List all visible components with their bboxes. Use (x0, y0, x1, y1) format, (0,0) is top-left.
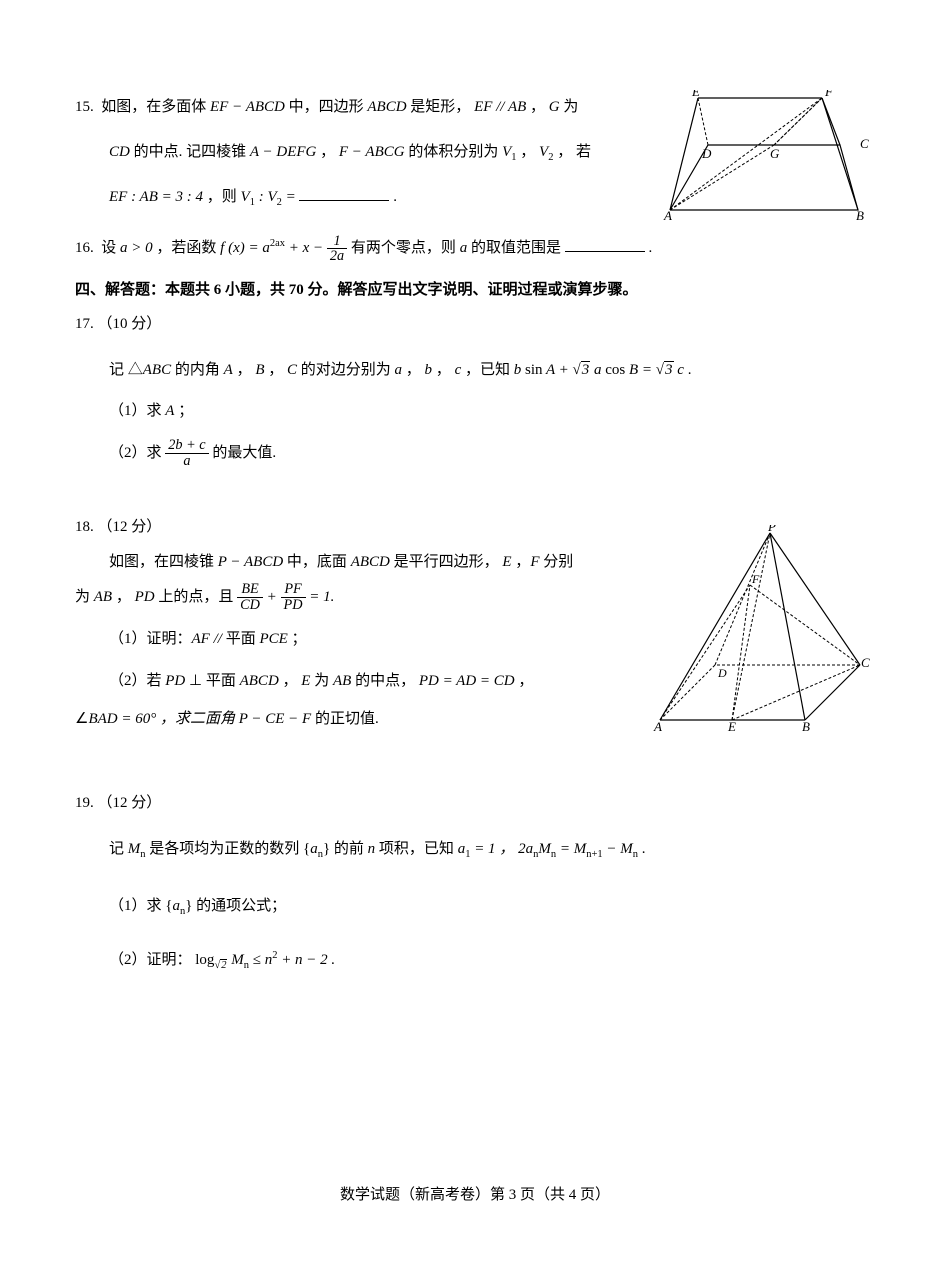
q15-pyr1: A − DEFG (250, 144, 317, 160)
q18-pts: （12 分） (98, 519, 162, 535)
svg-text:G: G (770, 146, 780, 161)
q15-blank (299, 186, 389, 201)
q15-comma: ， (520, 144, 535, 160)
q15-pyr2: F − ABCG (339, 144, 405, 160)
q15-poly2: ABCD (367, 99, 406, 115)
q15-ratio: EF : AB = 3 : 4 (109, 189, 203, 205)
q15-v1: V1 (502, 144, 516, 160)
q19-p1: （1）求 {an} 的通项公式； (75, 888, 870, 924)
svg-text:D: D (701, 146, 712, 161)
q19-pts: （12 分） (98, 795, 162, 811)
q15-l3a: ，则 (207, 189, 241, 205)
q15-figure: E F D G C A B (660, 90, 870, 228)
q15-number: 15. (75, 99, 94, 115)
q19-l1: 记 Mn 是各项均为正数的数列 {an} 的前 n 项积，已知 a1 = 1 ，… (75, 833, 870, 866)
q17-equation: b sin A + √3 a cos B = √3 c (514, 362, 688, 378)
q15-t4: 为 (563, 99, 578, 115)
q16-blank (565, 237, 645, 252)
svg-text:A: A (663, 208, 672, 220)
q15-t3: 是矩形， (410, 99, 470, 115)
svg-text:B: B (856, 208, 864, 220)
q17-frac: 2b + ca (165, 438, 208, 468)
q17-l1a: 记 △ (109, 362, 143, 378)
q15-l2a: 的中点. 记四棱锥 (134, 144, 247, 160)
q16-t1: 设 (101, 240, 120, 256)
q16-t2: ，若函数 (156, 240, 220, 256)
q15-poly1: EF − ABCD (210, 99, 285, 115)
section-4-header: 四、解答题：本题共 6 小题，共 70 分。解答应写出文字说明、证明过程或演算步… (75, 278, 870, 302)
q16-period: . (648, 240, 652, 256)
q16-frac: 12a (327, 234, 347, 264)
q19-log: log√2 Mn ≤ n2 + n − 2 . (195, 952, 335, 968)
svg-text:E: E (691, 90, 700, 99)
q16-t3: 有两个零点，则 (351, 240, 460, 256)
q17-part1: （1）求 A ； (75, 393, 870, 429)
question-17: 17. （10 分） 记 △ABC 的内角 A ， B ， C 的对边分别为 a… (75, 312, 870, 471)
q15-efab: EF // AB (474, 99, 526, 115)
q18-p1: （1）证明：AF // 平面 PCE ； (75, 621, 635, 657)
question-19: 19. （12 分） 记 Mn 是各项均为正数的数列 {an} 的前 n 项积，… (75, 791, 870, 978)
q18-l3: ∠BAD = 60° ，求二面角 P − CE − F 的正切值. (75, 701, 635, 737)
question-16: 16. 设 a > 0 ，若函数 f (x) = a2ax + x − 12a … (75, 234, 870, 264)
svg-text:D: D (717, 666, 727, 680)
q18-figure: P F D C A E B (650, 525, 870, 741)
q15-comma1: ， (530, 99, 545, 115)
q15-cd: CD (109, 144, 130, 160)
svg-text:B: B (802, 719, 810, 733)
svg-text:F: F (751, 572, 760, 586)
q15-l2c: 的体积分别为 (408, 144, 498, 160)
svg-text:C: C (861, 655, 870, 670)
q17-l1c: 的对边分别为 (301, 362, 395, 378)
q18-l1: 如图，在四棱锥 P − ABCD 中，底面 ABCD 是平行四边形， E ，F … (75, 547, 635, 577)
svg-text:C: C (860, 136, 869, 151)
q15-t2: 中，四边形 (289, 99, 364, 115)
q15-t1: 如图，在多面体 (101, 99, 206, 115)
q17-pts: （10 分） (98, 316, 162, 332)
svg-text:P: P (767, 525, 776, 534)
q16-a0: a > 0 (120, 240, 153, 256)
q16-number: 16. (75, 240, 94, 256)
q15-v2: V2 (539, 144, 553, 160)
q16-fx: f (x) = a2ax + x − (220, 240, 327, 256)
q19-number: 19. (75, 795, 94, 811)
q15-v1v2: V1 : V2 = (241, 189, 300, 205)
svg-text:A: A (653, 719, 662, 733)
q17-part2: （2）求 2b + ca 的最大值. (75, 435, 870, 471)
q15-l2b: ， (320, 144, 335, 160)
page-footer: 数学试题（新高考卷）第 3 页（共 4 页） (0, 1183, 950, 1207)
q15-l2d: ， 若 (557, 144, 591, 160)
q18-number: 18. (75, 519, 94, 535)
svg-text:E: E (727, 719, 736, 733)
q17-l1d: ，已知 (465, 362, 514, 378)
q19-p2: （2）证明： log√2 Mn ≤ n2 + n − 2 . (75, 942, 870, 978)
q17-body: 记 △ABC 的内角 A ， B ， C 的对边分别为 a ， b ， c ，已… (75, 354, 870, 387)
q18-l2: 为 AB ， PD 上的点，且 BECD + PFPD = 1. (75, 579, 635, 615)
q15-period: . (393, 189, 397, 205)
q18-p2: （2）若 PD ⊥ 平面 ABCD ， E 为 AB 的中点， PD = AD … (75, 663, 635, 699)
q16-t4: 的取值范围是 (471, 240, 561, 256)
q16-a: a (460, 240, 468, 256)
svg-text:F: F (824, 90, 834, 99)
q17-number: 17. (75, 316, 94, 332)
question-15: 15. 如图，在多面体 EF − ABCD 中，四边形 ABCD 是矩形， EF… (75, 90, 870, 220)
q15-g: G (549, 99, 560, 115)
q17-l1b: 的内角 (175, 362, 224, 378)
question-18: 18. （12 分） 如图，在四棱锥 P − ABCD 中，底面 ABCD 是平… (75, 515, 870, 737)
